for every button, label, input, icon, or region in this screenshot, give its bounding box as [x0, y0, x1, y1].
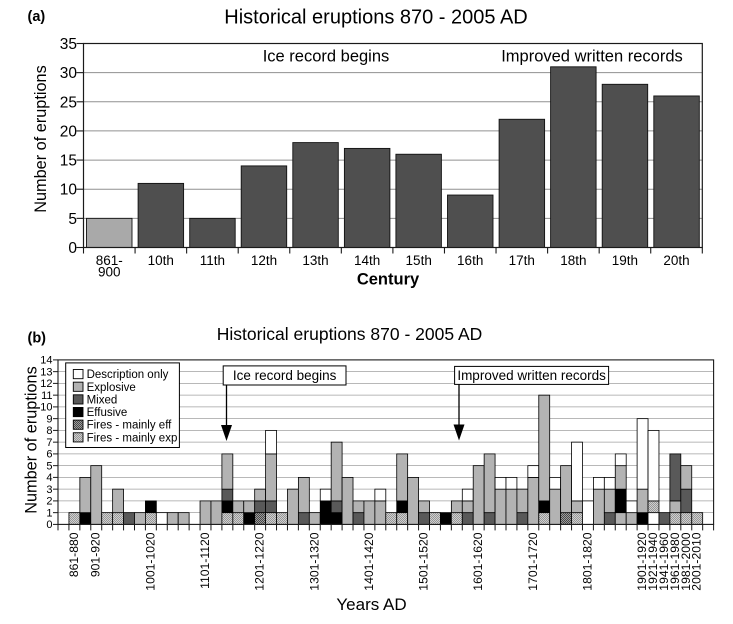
svg-text:14: 14 — [40, 355, 52, 367]
svg-text:1901-1920: 1901-1920 — [635, 532, 649, 591]
svg-text:30: 30 — [60, 65, 78, 82]
svg-text:Fires - mainly exp: Fires - mainly exp — [87, 432, 178, 444]
svg-text:1201-1220: 1201-1220 — [253, 532, 267, 591]
svg-text:13: 13 — [40, 366, 52, 378]
svg-text:Fires - mainly eff: Fires - mainly eff — [87, 420, 173, 432]
svg-text:2001-2010: 2001-2010 — [690, 532, 704, 591]
svg-text:1301-1320: 1301-1320 — [307, 532, 321, 591]
svg-text:10: 10 — [60, 182, 78, 199]
svg-text:Years AD: Years AD — [336, 595, 406, 614]
svg-text:0: 0 — [46, 519, 52, 531]
svg-text:Historical eruptions 870 - 200: Historical eruptions 870 - 2005 AD — [217, 324, 483, 344]
svg-text:8: 8 — [46, 425, 52, 437]
svg-text:1001-1020: 1001-1020 — [143, 532, 157, 591]
svg-text:Ice record begins: Ice record begins — [263, 48, 390, 66]
svg-text:10th: 10th — [148, 253, 174, 268]
svg-text:15: 15 — [60, 153, 77, 170]
svg-text:1401-1420: 1401-1420 — [362, 532, 376, 591]
svg-text:17th: 17th — [509, 253, 535, 268]
svg-text:5: 5 — [46, 460, 52, 472]
svg-text:(b): (b) — [28, 331, 47, 347]
svg-text:Improved written records: Improved written records — [501, 48, 683, 66]
svg-text:Ice record begins: Ice record begins — [233, 368, 337, 383]
svg-text:5: 5 — [68, 211, 77, 228]
svg-text:Century: Century — [357, 271, 420, 289]
svg-text:1921-1940: 1921-1940 — [646, 532, 660, 591]
svg-text:Number of eruptions: Number of eruptions — [32, 65, 50, 213]
svg-text:19th: 19th — [612, 253, 638, 268]
svg-text:Explosive: Explosive — [87, 382, 136, 394]
svg-text:11: 11 — [41, 390, 52, 402]
svg-text:12: 12 — [40, 378, 52, 390]
svg-text:20: 20 — [60, 123, 78, 140]
svg-text:13th: 13th — [302, 253, 328, 268]
svg-text:Description only: Description only — [87, 369, 169, 381]
svg-text:1501-1520: 1501-1520 — [417, 532, 431, 591]
svg-text:Effusive: Effusive — [87, 407, 128, 419]
svg-text:16th: 16th — [457, 253, 483, 268]
svg-text:6: 6 — [46, 449, 52, 461]
svg-text:1: 1 — [46, 507, 52, 519]
svg-text:Mixed: Mixed — [87, 394, 118, 406]
svg-text:900: 900 — [98, 264, 121, 279]
svg-text:1701-1720: 1701-1720 — [526, 532, 540, 591]
svg-text:20th: 20th — [663, 253, 689, 268]
svg-text:(a): (a) — [28, 9, 46, 25]
svg-text:2: 2 — [46, 496, 52, 508]
svg-text:12th: 12th — [251, 253, 277, 268]
svg-text:7: 7 — [46, 437, 52, 449]
svg-text:10: 10 — [40, 402, 52, 414]
svg-text:Improved written records: Improved written records — [457, 368, 606, 383]
svg-text:Historical eruptions 870 - 200: Historical eruptions 870 - 2005 AD — [224, 7, 528, 29]
svg-text:1961-1980: 1961-1980 — [668, 532, 682, 591]
svg-text:Number of eruptions: Number of eruptions — [22, 366, 40, 514]
svg-text:1941-1960: 1941-1960 — [657, 532, 671, 591]
svg-text:11th: 11th — [200, 253, 225, 268]
svg-text:4: 4 — [46, 472, 52, 484]
svg-text:1101-1120: 1101-1120 — [198, 532, 212, 589]
svg-text:1801-1820: 1801-1820 — [580, 532, 594, 591]
svg-text:1981-2000: 1981-2000 — [679, 532, 693, 591]
svg-text:1601-1620: 1601-1620 — [471, 532, 485, 591]
svg-text:861-: 861- — [96, 253, 123, 268]
svg-text:9: 9 — [46, 413, 52, 425]
svg-text:861-880: 861-880 — [67, 532, 81, 577]
svg-text:15th: 15th — [406, 253, 432, 268]
svg-text:3: 3 — [46, 484, 52, 496]
svg-text:25: 25 — [60, 94, 77, 111]
svg-text:901-920: 901-920 — [89, 532, 103, 577]
svg-text:0: 0 — [68, 240, 77, 257]
svg-text:14th: 14th — [354, 253, 380, 268]
svg-text:18th: 18th — [560, 253, 586, 268]
svg-text:35: 35 — [60, 36, 77, 53]
